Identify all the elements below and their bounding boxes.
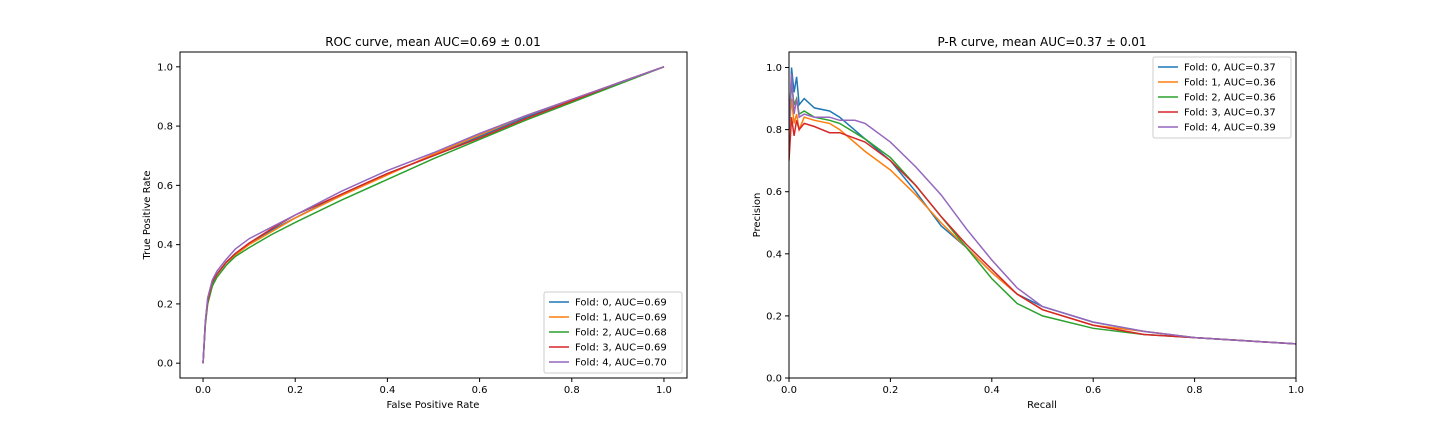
roc-legend-entry: Fold: 3, AUC=0.69 bbox=[575, 343, 667, 354]
pr-y-tick-label: 0.2 bbox=[766, 311, 782, 322]
roc-curves bbox=[202, 66, 665, 364]
roc-y-tick-label: 0.4 bbox=[157, 240, 173, 251]
pr-legend-entry: Fold: 1, AUC=0.36 bbox=[1184, 78, 1276, 89]
pr-y-tick-label: 0.6 bbox=[766, 187, 782, 198]
pr-x-tick-label: 0.8 bbox=[1187, 385, 1203, 396]
pr-x-tick-label: 0.6 bbox=[1085, 385, 1101, 396]
pr-legend-entry: Fold: 0, AUC=0.37 bbox=[1184, 63, 1276, 74]
pr-chart-title: P-R curve, mean AUC=0.37 ± 0.01 bbox=[937, 35, 1146, 49]
pr-series-line-fold-1 bbox=[789, 98, 1296, 345]
roc-x-axis-label: False Positive Rate bbox=[387, 400, 480, 411]
roc-x-tick-label: 0.8 bbox=[564, 385, 580, 396]
roc-series-line-fold-2 bbox=[202, 66, 665, 364]
roc-y-tick-label: 0.8 bbox=[157, 122, 173, 133]
roc-x-tick-label: 0.4 bbox=[379, 385, 395, 396]
roc-x-tick-label: 1.0 bbox=[656, 385, 672, 396]
roc-x-tick-label: 0.0 bbox=[195, 385, 211, 396]
pr-y-tick-label: 0.0 bbox=[766, 374, 782, 385]
roc-legend-entry: Fold: 1, AUC=0.69 bbox=[575, 313, 667, 324]
roc-y-tick-label: 1.0 bbox=[157, 62, 173, 73]
pr-y-axis-label: Precision bbox=[752, 193, 763, 238]
pr-x-tick-label: 0.2 bbox=[882, 385, 898, 396]
roc-y-tick-label: 0.6 bbox=[157, 181, 173, 192]
pr-legend-frame bbox=[1152, 56, 1292, 139]
pr-y-tick-label: 1.0 bbox=[766, 63, 782, 74]
roc-legend-entry: Fold: 2, AUC=0.68 bbox=[575, 328, 667, 339]
pr-x-tick-label: 0.0 bbox=[781, 385, 797, 396]
roc-x-tick-label: 0.2 bbox=[287, 385, 303, 396]
roc-legend-frame bbox=[543, 291, 683, 374]
roc-y-tick-label: 0.2 bbox=[157, 299, 173, 310]
roc-plot-frame bbox=[179, 51, 688, 379]
roc-chart: ROC curve, mean AUC=0.69 ± 0.01 False Po… bbox=[142, 35, 688, 411]
pr-x-tick-label: 0.4 bbox=[984, 385, 1000, 396]
roc-legend-entry: Fold: 0, AUC=0.69 bbox=[575, 298, 667, 309]
pr-x-tick-label: 1.0 bbox=[1288, 385, 1304, 396]
pr-y-tick-label: 0.4 bbox=[766, 249, 782, 260]
pr-series-line-fold-4 bbox=[789, 73, 1296, 345]
pr-legend-entry: Fold: 3, AUC=0.37 bbox=[1184, 108, 1276, 119]
pr-series-line-fold-3 bbox=[789, 117, 1296, 345]
roc-x-tick-label: 0.6 bbox=[472, 385, 488, 396]
roc-series-line-fold-4 bbox=[202, 66, 665, 364]
roc-y-tick-label: 0.0 bbox=[157, 359, 173, 370]
pr-x-axis-label: Recall bbox=[1027, 400, 1057, 411]
pr-chart: P-R curve, mean AUC=0.37 ± 0.01 Recall P… bbox=[752, 35, 1304, 411]
pr-plot-frame bbox=[788, 51, 1297, 379]
roc-chart-title: ROC curve, mean AUC=0.69 ± 0.01 bbox=[325, 35, 541, 49]
pr-ticks: 0.0 0.2 0.4 0.6 0.8 1.0 0.0 0.2 0.4 0.6 0.8 1.0 bbox=[766, 63, 1304, 396]
roc-ticks: 0.0 0.2 0.4 0.6 0.8 1.0 0.0 0.2 0.4 0.6 0.8 1.0 bbox=[157, 62, 672, 396]
pr-legend-entry: Fold: 4, AUC=0.39 bbox=[1184, 123, 1276, 134]
pr-y-tick-label: 0.8 bbox=[766, 125, 782, 136]
pr-legend: Fold: 0, AUC=0.37 Fold: 1, AUC=0.36 Fold: … bbox=[1152, 56, 1292, 139]
roc-legend-entry: Fold: 4, AUC=0.70 bbox=[575, 358, 667, 369]
pr-legend-entry: Fold: 2, AUC=0.36 bbox=[1184, 93, 1276, 104]
pr-curves bbox=[789, 67, 1296, 345]
roc-y-axis-label: True Positive Rate bbox=[142, 170, 153, 260]
roc-legend: Fold: 0, AUC=0.69 Fold: 1, AUC=0.69 Fold: … bbox=[543, 291, 683, 374]
